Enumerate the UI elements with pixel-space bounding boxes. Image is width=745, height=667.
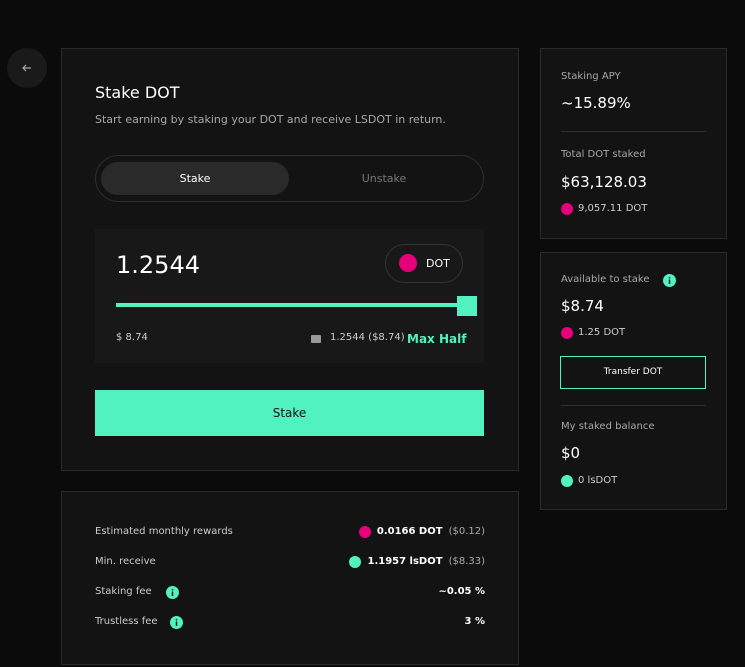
- info-icon[interactable]: [170, 616, 183, 629]
- row-value: 3 %: [464, 616, 485, 627]
- stake-button[interactable]: [95, 390, 484, 436]
- panel-title: Stake DOT: [95, 83, 180, 102]
- row-value: ~0.05 %: [438, 586, 485, 597]
- back-arrow: [22, 64, 31, 72]
- wallet-panel: [540, 252, 727, 510]
- transfer-button[interactable]: [560, 356, 706, 389]
- row-label: Estimated monthly rewards: [95, 526, 233, 537]
- available-label: Available to stake: [561, 274, 650, 285]
- row-label: Trustless fee: [95, 616, 158, 627]
- row-secondary: ($8.33): [448, 556, 485, 567]
- row-label: Staking fee: [95, 586, 152, 597]
- lsdot-icon: [349, 556, 362, 568]
- divider: [561, 405, 706, 406]
- max-button[interactable]: Max: [407, 332, 435, 346]
- row-value: 0.0166 DOT: [376, 526, 443, 537]
- tab-unstake-label[interactable]: Unstake: [361, 172, 407, 185]
- row-secondary: ($0.12): [448, 526, 485, 537]
- balance: 1.2544 ($8.74): [330, 332, 405, 343]
- usd-value: $ 8.74: [116, 332, 148, 343]
- token-icon: [399, 254, 417, 272]
- tab-stake[interactable]: [101, 162, 289, 195]
- half-button[interactable]: Half: [439, 332, 467, 346]
- info-icon[interactable]: [663, 274, 676, 287]
- token-label: DOT: [426, 257, 450, 270]
- staked-value: $0: [561, 444, 581, 462]
- token-selector[interactable]: [385, 244, 463, 283]
- slider-track[interactable]: [116, 303, 466, 307]
- total-value: $63,128.03: [561, 173, 647, 191]
- lsdot-icon: [561, 475, 573, 487]
- panel-subtitle: Start earning by staking your DOT and re…: [95, 113, 446, 126]
- tab-stake-label: Stake: [179, 172, 211, 185]
- total-sub: 9,057.11 DOT: [578, 203, 648, 214]
- dot-icon: [358, 526, 371, 538]
- divider: [561, 131, 706, 132]
- available-sub: 1.25 DOT: [578, 327, 626, 338]
- apy-label: Staking APY: [561, 71, 621, 82]
- tab-bar: [95, 155, 484, 202]
- apy-value: ~15.89%: [561, 94, 631, 112]
- row-label: Min. receive: [95, 556, 156, 567]
- dot-icon: [561, 203, 573, 215]
- staked-sub: 0 lsDOT: [578, 475, 618, 486]
- stake-button-label: Stake: [272, 406, 307, 420]
- wallet-icon: [311, 335, 321, 343]
- transfer-label: Transfer DOT: [603, 367, 663, 377]
- back-button[interactable]: [7, 48, 47, 88]
- amount-box: [95, 229, 484, 363]
- slider-thumb[interactable]: [457, 296, 477, 316]
- staked-label: My staked balance: [561, 421, 655, 432]
- amount-input[interactable]: 1.2544: [116, 251, 200, 279]
- available-value: $8.74: [561, 297, 604, 315]
- dot-icon: [561, 327, 573, 339]
- details-panel: [61, 491, 519, 665]
- info-icon[interactable]: [166, 586, 179, 599]
- row-value: 1.1957 lsDOT: [367, 556, 443, 567]
- total-label: Total DOT staked: [561, 149, 646, 160]
